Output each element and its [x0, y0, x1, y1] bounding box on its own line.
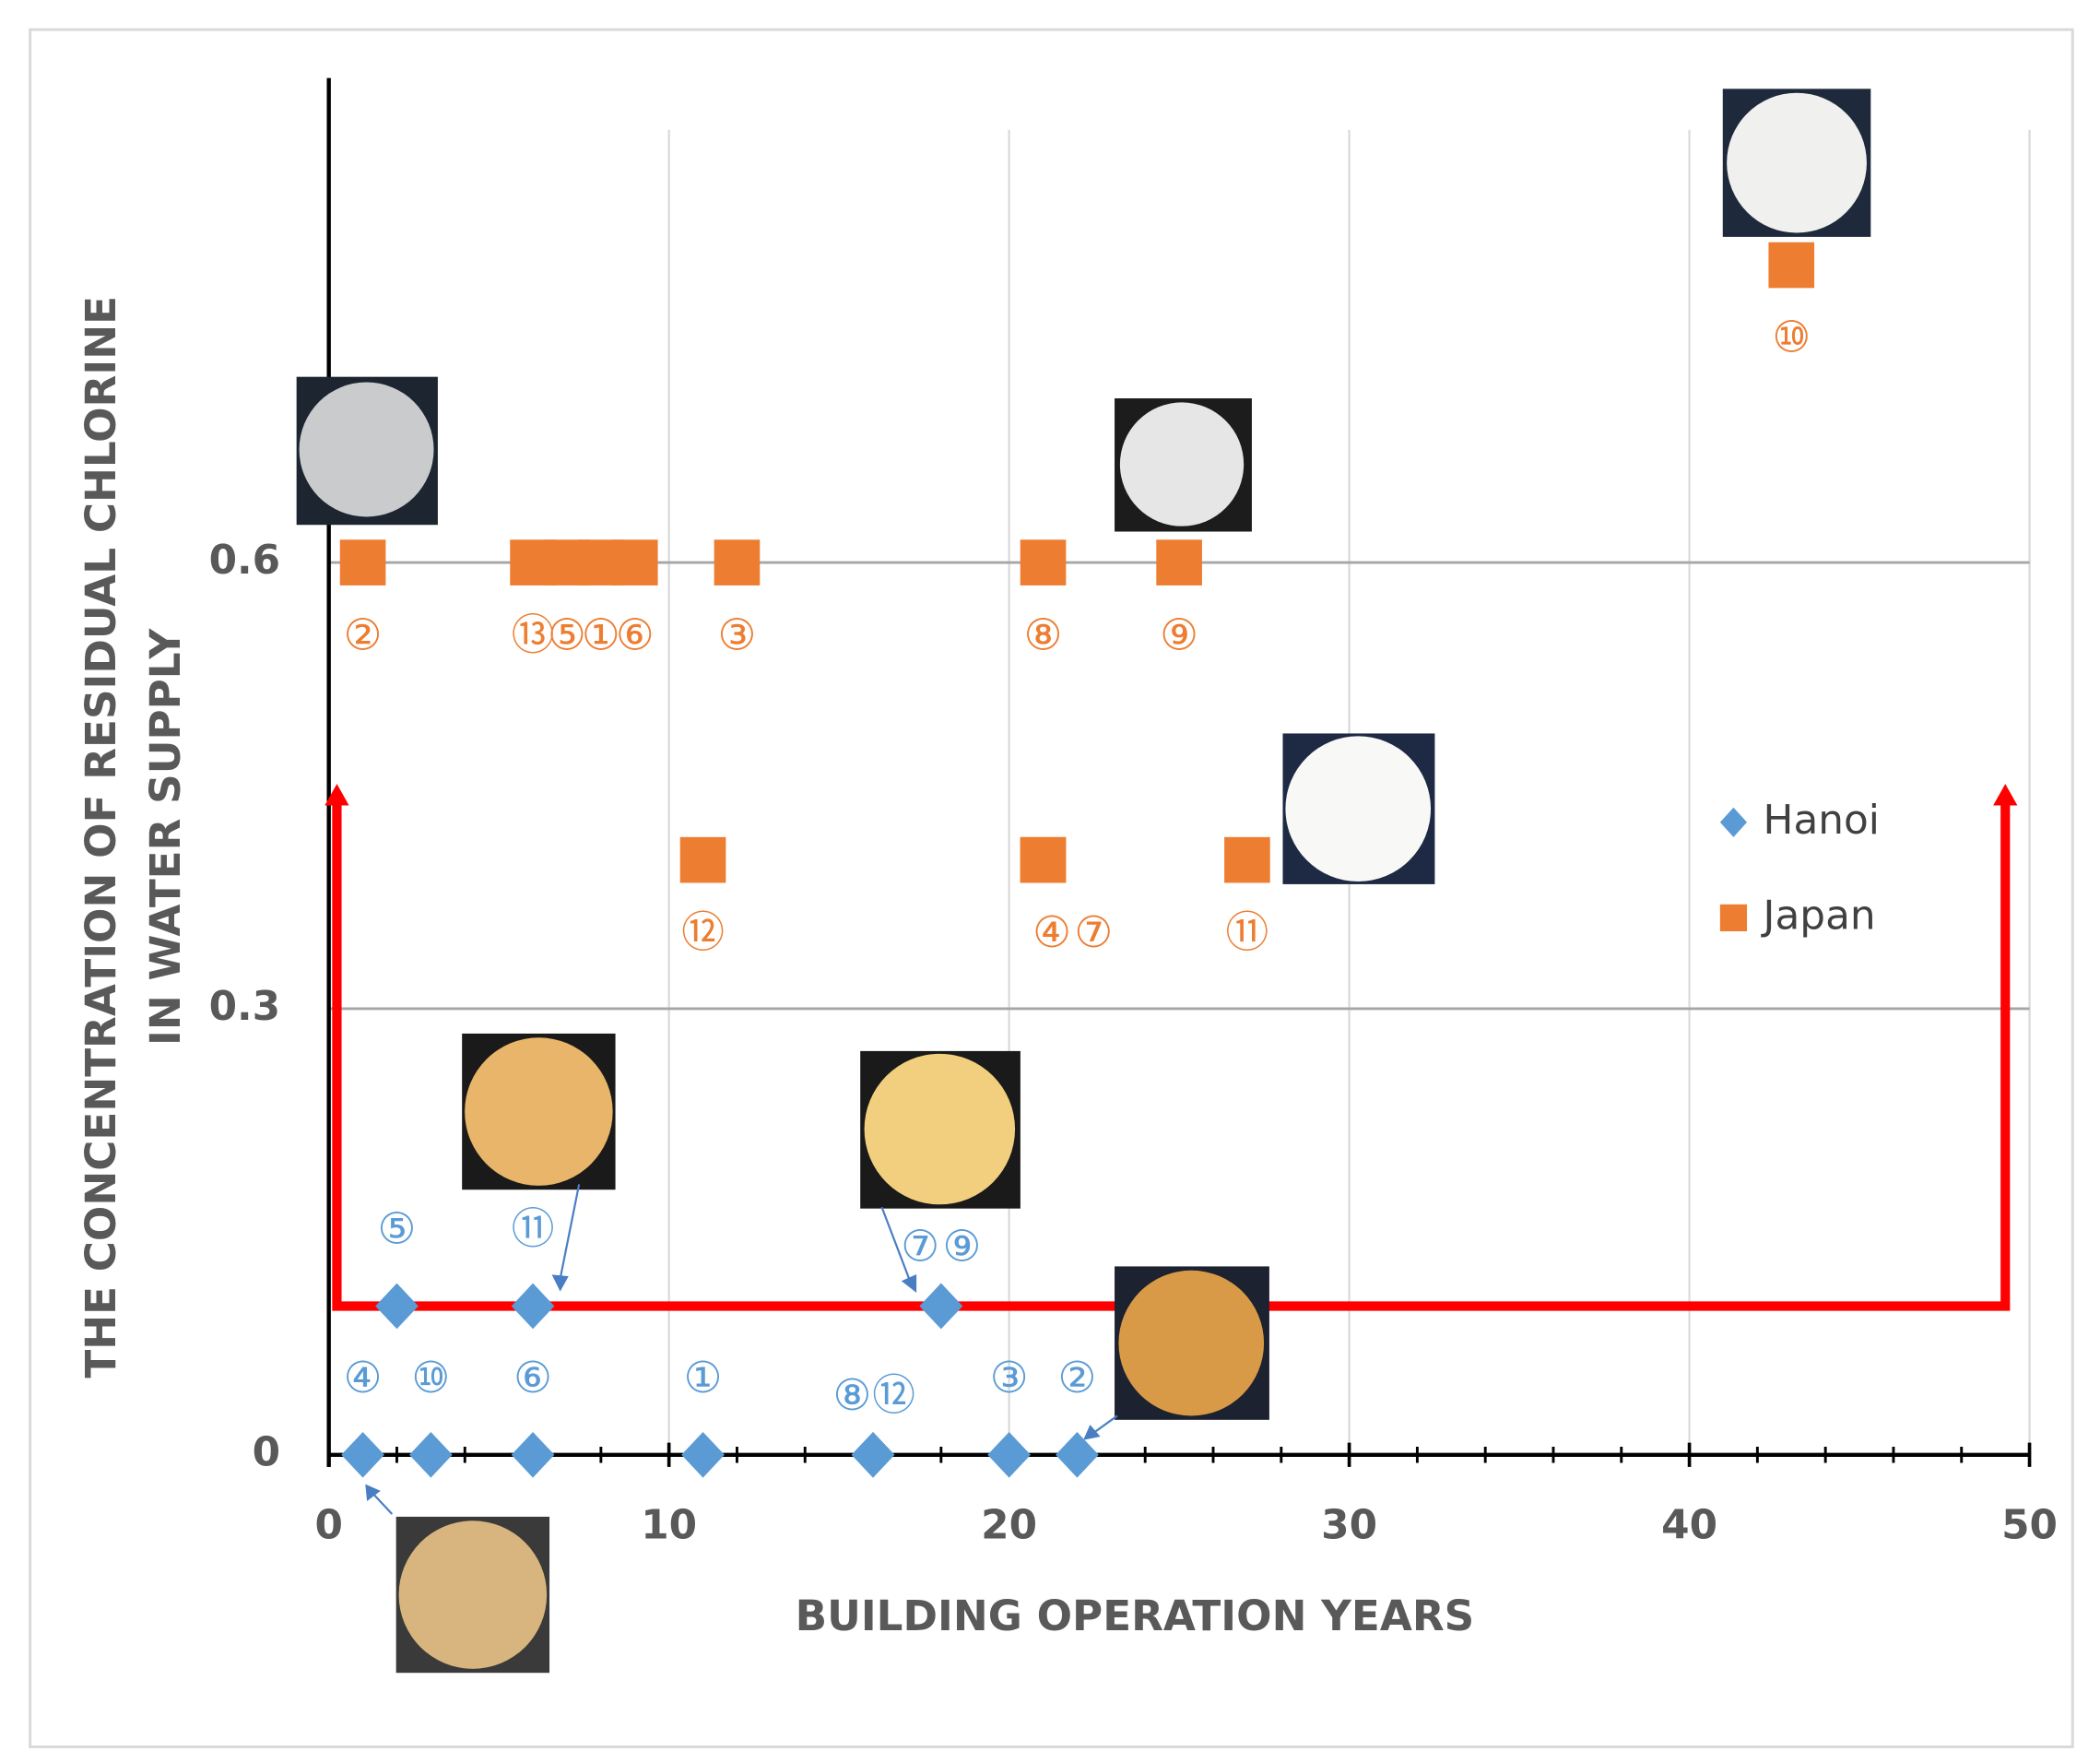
point-label: ⑦ — [901, 1223, 939, 1272]
point-label: ③ — [990, 1354, 1029, 1403]
x-tick-label: 30 — [1321, 1502, 1377, 1549]
y-axis-title: THE CONCENTRATION OF RESIDUAL CHLORINE — [77, 296, 125, 1378]
x-tick-label: 50 — [2001, 1502, 2058, 1549]
point-label: ① — [684, 1354, 723, 1403]
sample-photos — [296, 89, 1871, 1674]
photo-dish — [864, 1053, 1016, 1205]
point — [1020, 539, 1067, 586]
point — [1020, 836, 1067, 883]
pointer-head — [551, 1274, 569, 1292]
photo-dish — [1119, 402, 1245, 527]
point-label: ⑪ — [512, 1205, 555, 1255]
arrow-head — [324, 784, 349, 806]
point-label: ② — [344, 610, 383, 660]
point-label: ③ — [718, 610, 757, 660]
point — [1056, 1431, 1099, 1478]
point-label: ⑤ — [548, 610, 586, 660]
point — [681, 1431, 725, 1478]
point-label: ⑬ — [512, 610, 555, 660]
point — [341, 1431, 384, 1478]
point — [375, 1283, 419, 1330]
photo-dish — [465, 1037, 613, 1186]
point — [409, 1431, 453, 1478]
photo-dish — [1118, 1270, 1265, 1416]
pointer — [372, 1493, 394, 1515]
point-label: ⑧ — [832, 1371, 871, 1421]
x-axis-title: BUILDING OPERATION YEARS — [796, 1591, 1475, 1640]
pointer — [880, 1206, 912, 1282]
x-tick-label: 10 — [641, 1502, 697, 1549]
point-label: ① — [582, 610, 620, 660]
point — [1156, 539, 1202, 586]
point-label: ④ — [1032, 908, 1071, 958]
y-axis-title: IN WATER SUPPLY — [141, 627, 190, 1046]
point-label: ② — [1057, 1354, 1096, 1403]
x-tick-label: 20 — [981, 1502, 1037, 1549]
point — [339, 539, 386, 586]
point-label: ⑥ — [616, 610, 655, 660]
point-label: ⑤ — [378, 1205, 417, 1255]
point — [714, 539, 761, 586]
point-label: ⑩ — [411, 1354, 450, 1403]
point — [1224, 836, 1270, 883]
point — [611, 539, 658, 586]
point — [987, 1431, 1031, 1478]
point-label: ⑪ — [1226, 908, 1269, 958]
y-tick-label: 0.6 — [209, 537, 281, 584]
photo-dish — [1727, 92, 1867, 233]
pointer-head — [1083, 1425, 1101, 1440]
point-label: ④ — [344, 1354, 383, 1403]
photo-dish — [1285, 736, 1432, 882]
x-tick-label: 0 — [314, 1502, 342, 1549]
point-label: ⑨ — [943, 1223, 982, 1272]
point — [851, 1431, 895, 1478]
photo-dish — [398, 1520, 548, 1669]
legend-label: Hanoi — [1764, 797, 1880, 844]
point-label: ⑥ — [513, 1354, 552, 1403]
x-tick-label: 40 — [1661, 1502, 1717, 1549]
pointer — [559, 1184, 581, 1279]
legend-label: Japan — [1761, 892, 1876, 939]
point — [1768, 242, 1815, 289]
point — [510, 539, 556, 586]
point — [679, 836, 726, 883]
point-label: ⑫ — [872, 1371, 915, 1421]
arrow-head — [1993, 784, 2018, 806]
pointer-head — [901, 1273, 917, 1293]
point-label: ⑨ — [1160, 610, 1198, 660]
point-label: ⑦ — [1074, 908, 1113, 958]
y-tick-label: 0 — [253, 1429, 280, 1476]
point-label: ⑧ — [1024, 610, 1063, 660]
pointer — [1092, 1414, 1118, 1435]
point-label: ⑩ — [1772, 314, 1811, 363]
point-label: ⑫ — [681, 908, 725, 958]
pointer-head — [365, 1484, 381, 1501]
legend-marker — [1719, 904, 1748, 932]
point — [919, 1283, 963, 1330]
photo-dish — [299, 382, 434, 517]
y-tick-label: 0.3 — [209, 983, 281, 1030]
